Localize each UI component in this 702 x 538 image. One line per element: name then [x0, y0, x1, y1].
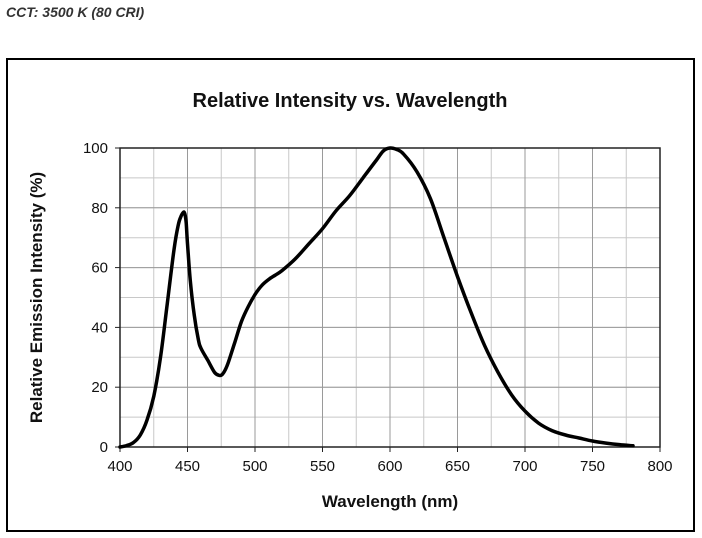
x-tick-label: 400: [107, 458, 132, 475]
y-tick-label: 0: [100, 439, 108, 456]
y-axis-label: Relative Emission Intensity (%): [27, 172, 46, 423]
series-line: [118, 146, 635, 449]
x-tick-label: 650: [445, 458, 470, 475]
y-tick-label: 60: [91, 260, 108, 277]
cct-caption: CCT: 3500 K (80 CRI): [6, 4, 145, 20]
y-tick-label: 40: [91, 319, 108, 336]
y-tick-label: 20: [91, 379, 108, 396]
x-tick-label: 450: [175, 458, 200, 475]
x-tick-label: 500: [242, 458, 267, 475]
x-tick-label: 750: [580, 458, 605, 475]
x-tick-label: 700: [512, 458, 537, 475]
y-tick-label: 80: [91, 200, 108, 217]
x-tick-label: 600: [377, 458, 402, 475]
chart-title: Relative Intensity vs. Wavelength: [193, 90, 508, 112]
x-tick-labels: 400 450 500 550 600 650 700 750 800: [107, 458, 672, 475]
x-tick-label: 800: [647, 458, 672, 475]
spectrum-chart: 400 450 500 550 600 650 700 750 800 0 20 40 60 80 100…: [27, 90, 673, 511]
grid: [115, 147, 661, 452]
y-tick-labels: 0 20 40 60 80 100: [83, 140, 108, 456]
y-tick-label: 100: [83, 140, 108, 157]
x-tick-label: 550: [310, 458, 335, 475]
x-axis-label: Wavelength (nm): [322, 492, 458, 511]
chart-frame: 400 450 500 550 600 650 700 750 800 0 20 40 60 80 100…: [6, 58, 695, 532]
